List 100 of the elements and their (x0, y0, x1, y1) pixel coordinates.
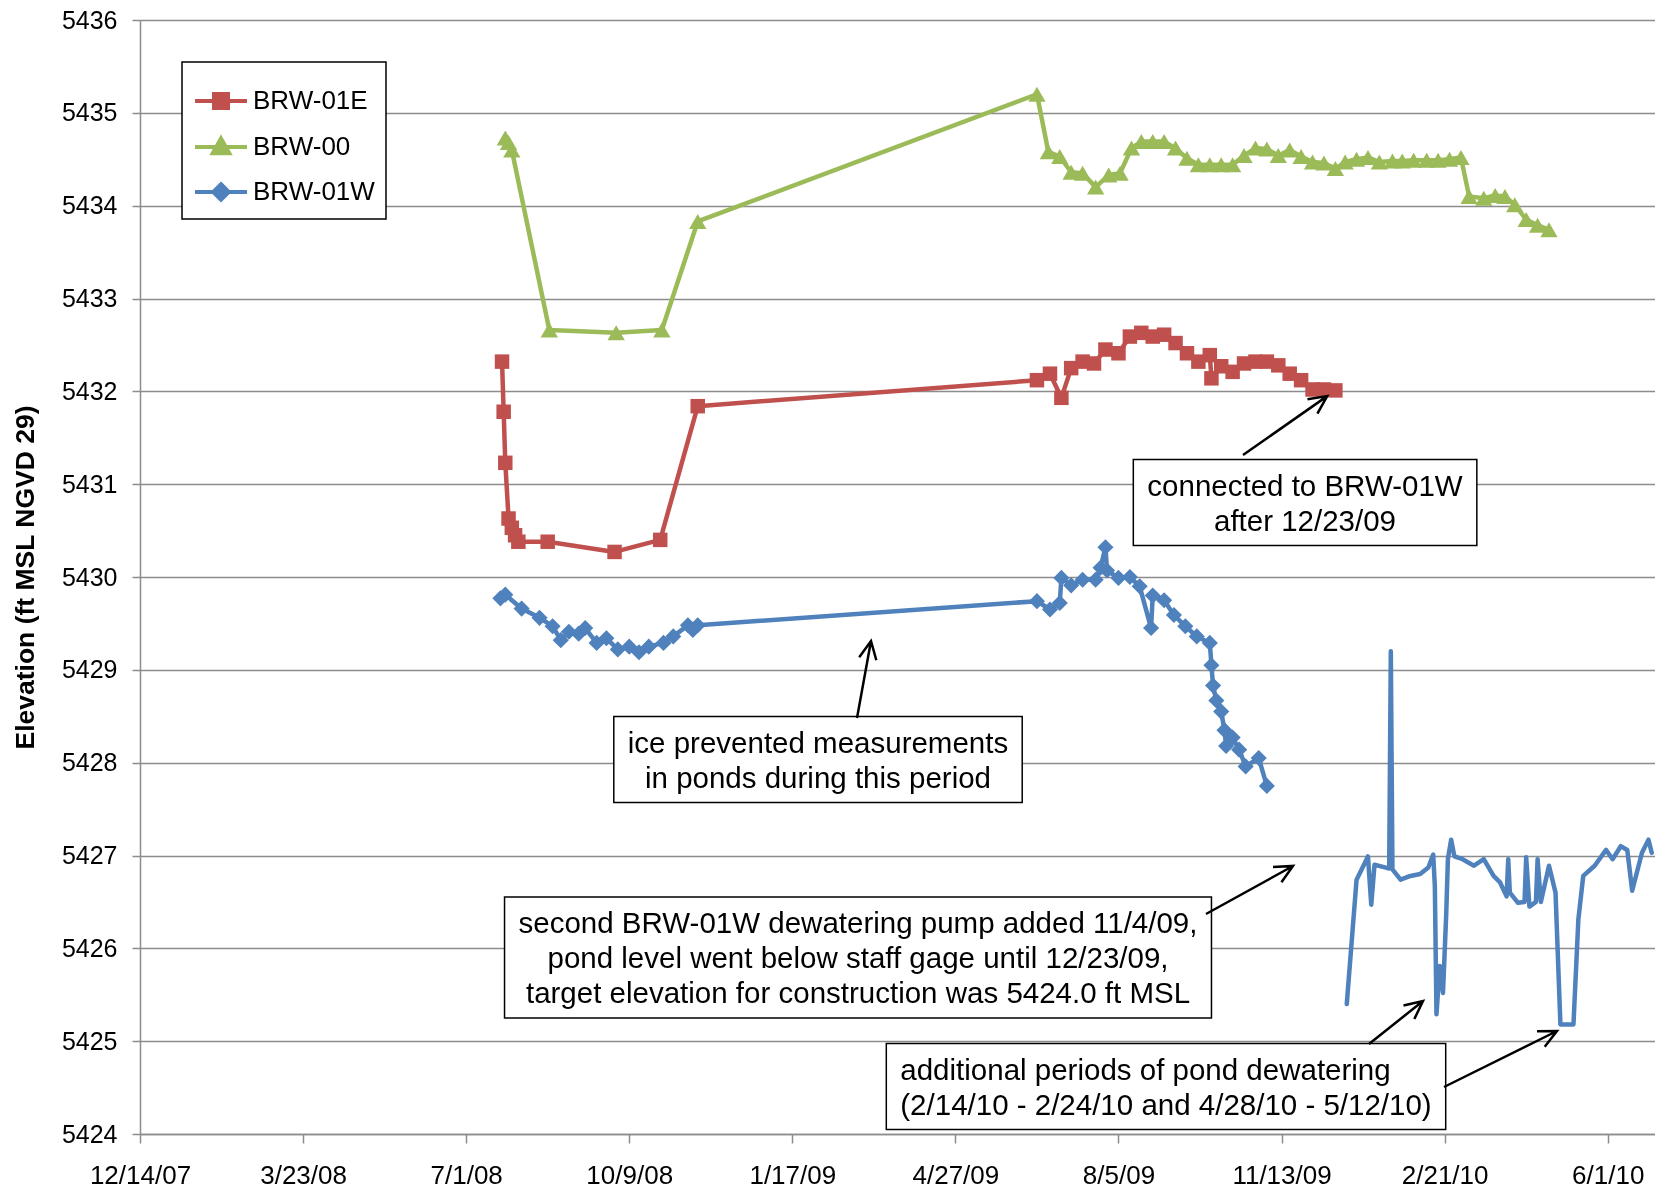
point (621, 638, 638, 655)
x-tick-label: 6/1/10 (1572, 1159, 1645, 1189)
point (689, 213, 707, 229)
legend-label: BRW-01E (253, 85, 368, 115)
point (1100, 167, 1118, 183)
y-tick-label: 5425 (61, 1026, 118, 1055)
y-tick-label: 5435 (61, 98, 118, 127)
point (513, 600, 530, 617)
point (1213, 703, 1230, 720)
y-tick-label: 5428 (61, 748, 118, 777)
point (588, 634, 605, 651)
point (653, 322, 671, 338)
point (607, 325, 625, 341)
point (1054, 390, 1069, 406)
point (630, 644, 648, 661)
y-tick-label: 5432 (61, 376, 118, 405)
point (1143, 620, 1160, 637)
point (1131, 578, 1148, 595)
point (1328, 383, 1343, 398)
legend-label: BRW-00 (253, 131, 351, 161)
point (1208, 692, 1225, 709)
y-tick-label: 5427 (61, 841, 118, 869)
point (1122, 140, 1141, 156)
x-tick-label: 12/14/07 (89, 1159, 192, 1189)
y-tick-label: 5436 (61, 5, 118, 34)
point (1042, 366, 1058, 381)
point (665, 628, 682, 645)
point (1204, 371, 1219, 386)
point (1073, 165, 1092, 181)
y-tick-label: 5433 (61, 284, 118, 312)
annotation: second BRW-01W dewatering pump added 11/4/09, pond level went below staff gage until 12/23/09, target elevation for construction was 5424.0 ft MSL (518, 906, 1198, 1009)
point (690, 398, 705, 414)
point (1370, 154, 1389, 170)
point (1087, 571, 1104, 588)
point (1393, 153, 1411, 169)
y-tick-label: 5426 (61, 933, 118, 962)
point (1041, 601, 1059, 618)
x-tick-label: 1/17/09 (749, 1159, 837, 1189)
point (540, 534, 555, 549)
point (1326, 161, 1345, 177)
point (1292, 148, 1310, 164)
point (1258, 141, 1276, 157)
y-axis-title: Elevation (ft MSL NGVD 29) (9, 405, 40, 750)
point (1281, 142, 1299, 158)
point (1177, 618, 1194, 635)
point (652, 532, 668, 548)
y-tick-label: 5430 (61, 562, 118, 591)
point (655, 634, 672, 651)
point (1144, 587, 1161, 604)
point (1506, 197, 1524, 213)
point (511, 534, 526, 549)
annotation: connected to BRW-01W after 12/23/09 (1147, 468, 1463, 537)
point (1179, 346, 1195, 361)
point (1205, 677, 1222, 694)
point (1225, 364, 1240, 380)
point (1156, 592, 1173, 609)
point (544, 618, 561, 635)
point (609, 641, 626, 658)
y-tick-label: 5434 (61, 191, 118, 220)
point (1231, 741, 1248, 758)
point (1517, 212, 1535, 228)
point (1250, 749, 1267, 767)
point (1258, 777, 1275, 794)
point (577, 620, 594, 637)
point (496, 404, 511, 419)
point (1063, 577, 1080, 594)
point (531, 609, 548, 626)
point (598, 630, 615, 647)
point (1098, 342, 1113, 357)
point (552, 632, 569, 649)
legend-label: BRW-01W (253, 176, 376, 206)
point (1074, 571, 1091, 588)
point (1028, 593, 1045, 610)
point (1028, 86, 1046, 102)
point (1201, 634, 1218, 651)
annotation: additional periods of pond dewatering (2/14/10 - 2/24/10 and 4/28/10 - 5/12/10) (900, 1052, 1432, 1121)
point (1111, 346, 1126, 361)
x-tick-label: 4/27/09 (912, 1159, 1000, 1189)
point (1315, 155, 1333, 171)
y-tick-label: 5424 (61, 1119, 118, 1148)
point (640, 638, 657, 655)
y-tick-label: 5431 (61, 469, 118, 498)
x-tick-label: 3/23/08 (260, 1159, 347, 1189)
point (1223, 157, 1242, 173)
point (1165, 607, 1182, 624)
point (1188, 628, 1205, 645)
point (494, 354, 510, 369)
point (1237, 758, 1254, 775)
point (1086, 179, 1105, 195)
annotation: ice prevented measurements in ponds during this period (627, 725, 1009, 794)
point (1053, 569, 1070, 586)
point (1540, 222, 1558, 238)
point (1156, 327, 1172, 342)
point (1168, 335, 1183, 351)
point (1460, 188, 1478, 204)
point (1429, 152, 1447, 168)
point (1051, 148, 1069, 164)
point (1203, 657, 1220, 674)
x-tick-label: 10/9/08 (586, 1159, 674, 1189)
x-tick-label: 7/1/08 (430, 1159, 503, 1189)
